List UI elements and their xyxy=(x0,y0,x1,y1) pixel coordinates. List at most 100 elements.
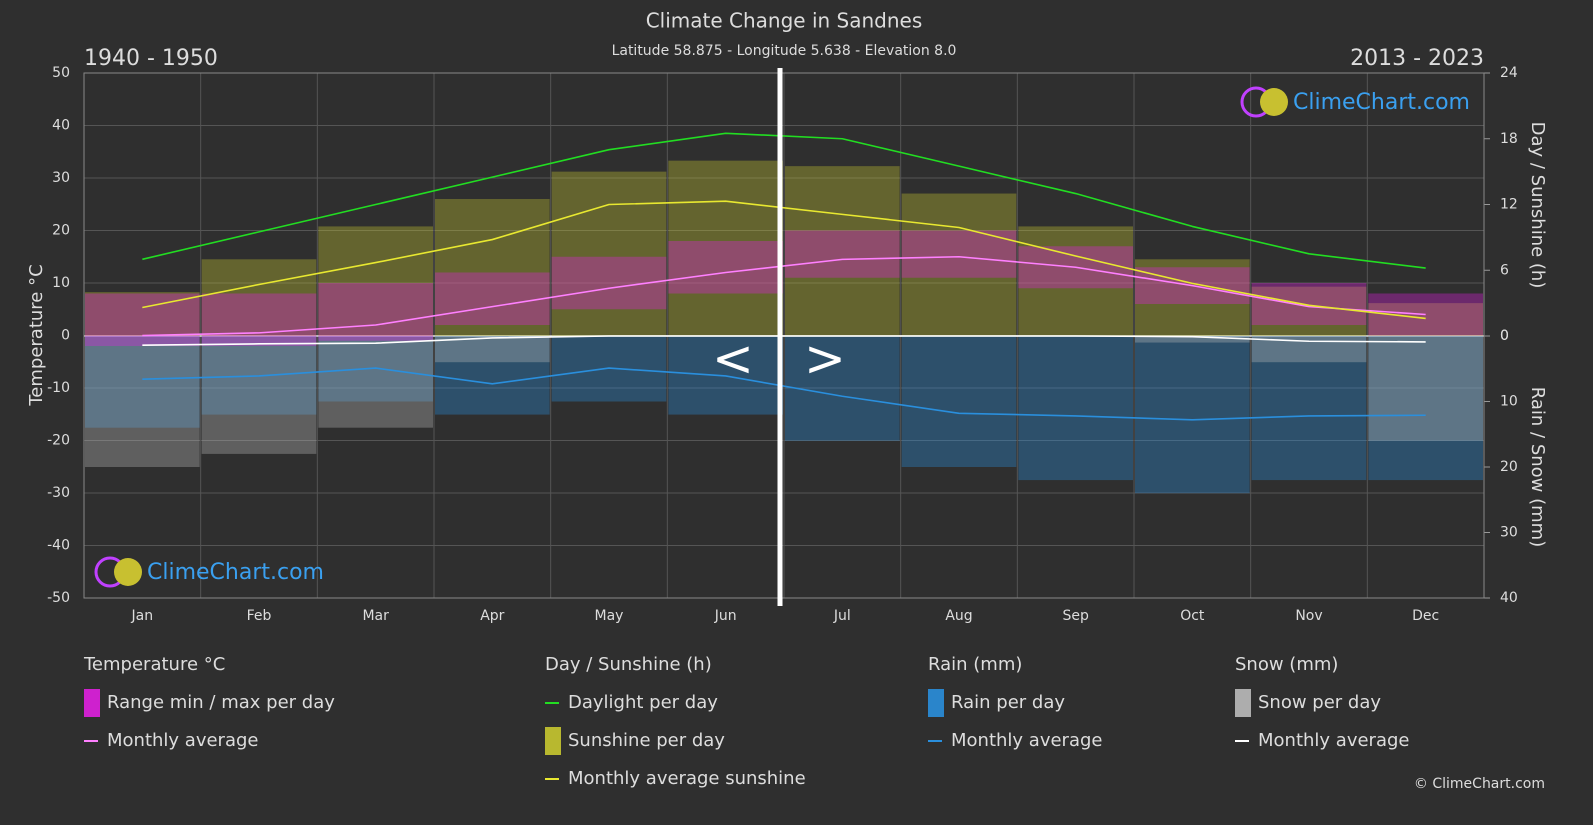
legend-label: Daylight per day xyxy=(568,692,718,713)
legend-swatch xyxy=(84,689,100,717)
legend-label: Range min / max per day xyxy=(107,692,335,713)
bar xyxy=(1135,336,1250,343)
y-tick-label: -20 xyxy=(47,433,70,449)
range-bar xyxy=(201,293,317,346)
bar xyxy=(551,171,667,336)
sun-axis-label: Day / Sunshine (h) xyxy=(1527,122,1548,289)
range-bar xyxy=(901,230,1017,278)
next-arrow[interactable]: > xyxy=(804,330,846,388)
legend-label: Sunshine per day xyxy=(568,730,725,751)
x-tick-label: May xyxy=(595,608,624,624)
legend-title: Rain (mm) xyxy=(928,654,1022,675)
logo-sun xyxy=(1260,88,1288,116)
x-tick-label: Jan xyxy=(131,608,154,624)
period-right: 2013 - 2023 xyxy=(1350,46,1484,71)
sun-tick-label: 6 xyxy=(1500,262,1509,278)
legend-label: Rain per day xyxy=(951,692,1065,713)
x-tick-label: Nov xyxy=(1295,608,1322,624)
y-tick-label: -40 xyxy=(47,538,70,554)
bar xyxy=(668,160,783,336)
bar xyxy=(318,226,433,336)
line xyxy=(142,200,1426,320)
logo-text: ClimeChart.com xyxy=(1293,90,1470,115)
logo-text: ClimeChart.com xyxy=(147,560,324,585)
range-bar xyxy=(1251,283,1367,325)
x-tick-label: Aug xyxy=(945,608,972,624)
chart-title: Climate Change in Sandnes xyxy=(646,9,923,33)
bar xyxy=(1135,259,1250,336)
period-left: 1940 - 1950 xyxy=(84,46,218,71)
prev-arrow[interactable]: < xyxy=(712,330,754,388)
range-bar xyxy=(668,241,783,294)
legend-swatch xyxy=(545,727,561,755)
x-tick-label: Mar xyxy=(362,608,389,624)
legend: Temperature °C Range min / max per day Mon… xyxy=(83,654,1409,789)
sun-tick-label: 18 xyxy=(1500,131,1518,147)
copyright: © ClimeChart.com xyxy=(1414,776,1545,792)
logo-sun xyxy=(114,558,142,586)
y-tick-label: 0 xyxy=(61,328,70,344)
plot-area: -50-40-30-20-100102030405006121824010203… xyxy=(47,65,1518,624)
bar xyxy=(1251,286,1367,336)
bar xyxy=(85,336,200,467)
x-tick-label: Jun xyxy=(714,608,737,624)
bar xyxy=(901,336,1017,467)
bar xyxy=(1368,303,1483,336)
rain-tick-label: 20 xyxy=(1500,459,1518,475)
legend-label: Snow per day xyxy=(1258,692,1381,713)
bar xyxy=(201,336,317,454)
sun-tick-label: 0 xyxy=(1500,328,1509,344)
legend-label: Monthly average sunshine xyxy=(568,768,806,789)
y-tick-label: -50 xyxy=(47,590,70,606)
bar xyxy=(1251,336,1367,481)
line xyxy=(142,335,1426,346)
rain-tick-label: 30 xyxy=(1500,525,1518,541)
rain-tick-label: 40 xyxy=(1500,590,1518,606)
x-tick-label: Sep xyxy=(1062,608,1089,624)
y-axis-label: Temperature °C xyxy=(26,264,47,406)
x-tick-label: Oct xyxy=(1180,608,1205,624)
bar xyxy=(1368,336,1483,481)
y-tick-label: -10 xyxy=(47,380,70,396)
y-tick-label: 40 xyxy=(52,118,70,134)
bar xyxy=(1135,336,1250,494)
sun-tick-label: 24 xyxy=(1500,65,1518,81)
bar xyxy=(1018,226,1133,336)
legend-title: Day / Sunshine (h) xyxy=(545,654,712,675)
bar xyxy=(318,336,433,428)
chart-subtitle: Latitude 58.875 - Longitude 5.638 - Elev… xyxy=(612,43,957,59)
logo-top: ClimeChart.com xyxy=(1240,86,1470,118)
logo-bottom: ClimeChart.com xyxy=(94,556,324,588)
y-tick-label: 10 xyxy=(52,275,70,291)
rain-axis-label: Rain / Snow (mm) xyxy=(1527,387,1548,547)
range-bar xyxy=(85,293,200,346)
bar xyxy=(201,259,317,336)
line xyxy=(142,367,1426,421)
rain-tick-label: 0 xyxy=(1500,328,1509,344)
range-bar xyxy=(435,272,550,325)
line xyxy=(142,255,1426,337)
legend-title: Snow (mm) xyxy=(1235,654,1338,675)
bar xyxy=(435,336,550,415)
rain-tick-label: 10 xyxy=(1500,394,1518,410)
range-bar xyxy=(785,230,900,278)
x-tick-label: Jul xyxy=(833,608,851,624)
y-tick-label: -30 xyxy=(47,485,70,501)
bar xyxy=(1018,336,1133,481)
x-tick-label: Feb xyxy=(247,608,272,624)
y-tick-label: 30 xyxy=(52,170,70,186)
bar xyxy=(85,336,200,428)
legend-title: Temperature °C xyxy=(83,654,225,675)
bar xyxy=(785,166,900,336)
legend-label: Monthly average xyxy=(951,730,1102,751)
x-tick-label: Apr xyxy=(480,608,504,624)
y-tick-label: 20 xyxy=(52,223,70,239)
y-tick-label: 50 xyxy=(52,65,70,81)
line xyxy=(142,132,1426,269)
x-tick-label: Dec xyxy=(1412,608,1439,624)
bar xyxy=(1368,336,1483,441)
legend-label: Monthly average xyxy=(107,730,258,751)
plot-frame xyxy=(83,72,1485,599)
